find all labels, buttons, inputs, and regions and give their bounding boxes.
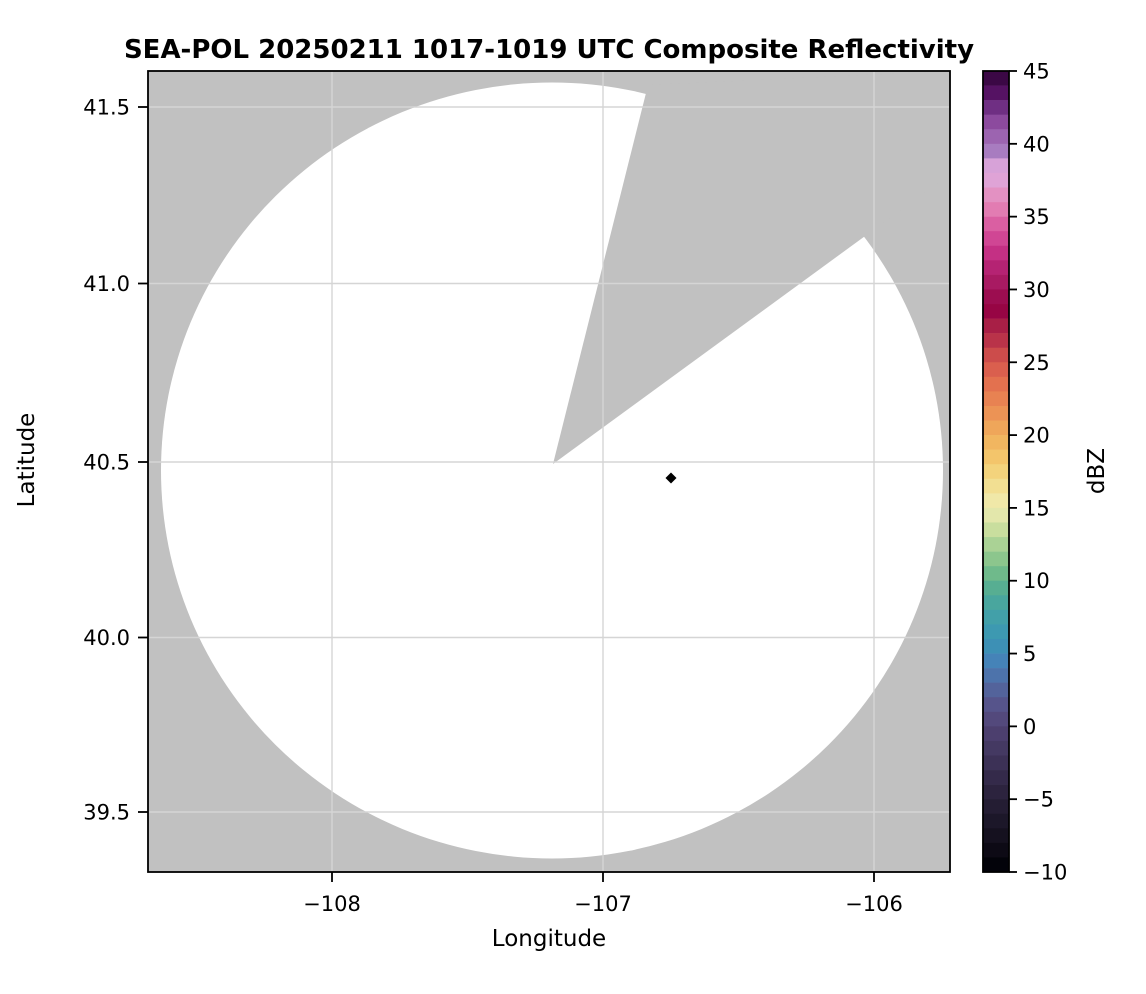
colorbar-band bbox=[983, 172, 1009, 188]
colorbar-band bbox=[983, 755, 1009, 771]
y-axis-ticks bbox=[138, 106, 148, 813]
colorbar-tick-label: 30 bbox=[1023, 278, 1050, 302]
colorbar-band bbox=[983, 537, 1009, 552]
grid-lines bbox=[148, 71, 950, 872]
colorbar-band bbox=[983, 245, 1009, 261]
colorbar-band bbox=[983, 347, 1009, 363]
y-tick-label: 41.0 bbox=[83, 272, 130, 296]
colorbar-band bbox=[983, 740, 1009, 756]
colorbar-band bbox=[983, 609, 1009, 625]
colorbar-tick-label: 25 bbox=[1023, 351, 1050, 375]
colorbar-band bbox=[983, 143, 1009, 159]
colorbar-tick-label: 0 bbox=[1023, 715, 1036, 739]
colorbar-band bbox=[983, 566, 1009, 582]
colorbar-band bbox=[983, 697, 1009, 713]
colorbar-band bbox=[983, 668, 1009, 683]
colorbar-band bbox=[983, 493, 1009, 509]
colorbar-band bbox=[983, 799, 1009, 815]
x-axis-label: Longitude bbox=[492, 926, 606, 952]
colorbar-band bbox=[983, 362, 1009, 378]
colorbar-tick-label: 20 bbox=[1023, 424, 1050, 448]
x-tick-label: −107 bbox=[574, 892, 632, 916]
colorbar-tick-label: 15 bbox=[1023, 496, 1050, 520]
y-axis-label: Latitude bbox=[14, 413, 40, 508]
x-axis-ticks bbox=[331, 872, 875, 882]
colorbar-tick-label: 40 bbox=[1023, 132, 1050, 156]
colorbar-band bbox=[983, 114, 1009, 130]
colorbar-band bbox=[983, 304, 1009, 319]
y-tick-label: 40.0 bbox=[83, 626, 130, 650]
colorbar-band bbox=[983, 202, 1009, 217]
colorbar-band bbox=[983, 551, 1009, 567]
echo-marker-diamond bbox=[665, 472, 677, 484]
colorbar-band bbox=[983, 100, 1009, 115]
colorbar-bands bbox=[983, 71, 1009, 873]
blocked-sector-wedge bbox=[553, 71, 950, 464]
colorbar-band bbox=[983, 435, 1009, 450]
colorbar-band bbox=[983, 216, 1009, 232]
y-tick-label: 41.5 bbox=[83, 96, 130, 120]
colorbar-band bbox=[983, 274, 1009, 290]
colorbar-band bbox=[983, 158, 1009, 174]
colorbar-band bbox=[983, 522, 1009, 538]
colorbar-band bbox=[983, 595, 1009, 611]
y-tick-label: 39.5 bbox=[83, 801, 130, 825]
colorbar-band bbox=[983, 420, 1009, 436]
colorbar-band bbox=[983, 71, 1009, 86]
colorbar-tick-label: 35 bbox=[1023, 205, 1050, 229]
colorbar-band bbox=[983, 784, 1009, 800]
colorbar-band bbox=[983, 813, 1009, 829]
colorbar-band bbox=[983, 129, 1009, 145]
chart-title: SEA-POL 20250211 1017-1019 UTC Composite… bbox=[124, 35, 974, 65]
colorbar-band bbox=[983, 507, 1009, 523]
colorbar-band bbox=[983, 828, 1009, 844]
colorbar-tick-label: 45 bbox=[1023, 60, 1050, 84]
colorbar-band bbox=[983, 376, 1009, 392]
colorbar-band bbox=[983, 318, 1009, 334]
colorbar-tick-label: 10 bbox=[1023, 569, 1050, 593]
x-tick-label: −106 bbox=[845, 892, 903, 916]
colorbar-band bbox=[983, 842, 1009, 858]
colorbar-band bbox=[983, 464, 1009, 480]
colorbar-band bbox=[983, 857, 1009, 873]
colorbar-band bbox=[983, 449, 1009, 465]
colorbar-band bbox=[983, 624, 1009, 640]
colorbar-label: dBZ bbox=[1084, 448, 1110, 494]
colorbar-band bbox=[983, 711, 1009, 727]
colorbar-band bbox=[983, 580, 1009, 596]
colorbar-band bbox=[983, 85, 1009, 101]
colorbar-band bbox=[983, 682, 1009, 698]
x-tick-label: −108 bbox=[303, 892, 361, 916]
colorbar-tick-label: −5 bbox=[1023, 788, 1054, 812]
colorbar-band bbox=[983, 638, 1009, 654]
colorbar-band bbox=[983, 260, 1009, 276]
colorbar-band bbox=[983, 478, 1009, 494]
colorbar-band bbox=[983, 187, 1009, 203]
plot-border bbox=[147, 70, 951, 873]
y-tick-label: 40.5 bbox=[83, 451, 130, 475]
colorbar-tick-label: 5 bbox=[1023, 642, 1036, 666]
colorbar-border bbox=[982, 70, 1010, 873]
colorbar-band bbox=[983, 289, 1009, 305]
colorbar-band bbox=[983, 231, 1009, 247]
colorbar-band bbox=[983, 653, 1009, 669]
colorbar-band bbox=[983, 405, 1009, 421]
colorbar-ticks: 45 40 35 30 25 20 15 10 5 0 −5 −10 bbox=[1009, 60, 1067, 885]
colorbar-band bbox=[983, 333, 1009, 349]
colorbar-band bbox=[983, 391, 1009, 407]
colorbar-band bbox=[983, 770, 1009, 785]
colorbar-band bbox=[983, 726, 1009, 742]
colorbar-tick-label: −10 bbox=[1023, 861, 1067, 885]
